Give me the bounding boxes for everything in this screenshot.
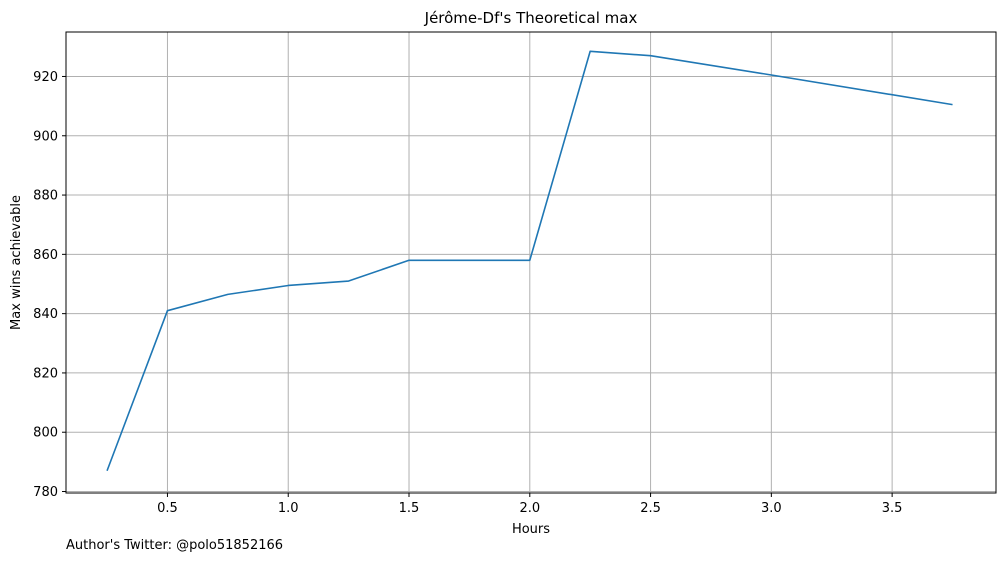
series-layer bbox=[106, 50, 953, 472]
grid-lines bbox=[66, 32, 996, 493]
plot-frame bbox=[65, 31, 997, 494]
y-tick-label: 800 bbox=[33, 426, 58, 441]
y-tick-label: 840 bbox=[33, 307, 58, 322]
x-tick-label: 1.5 bbox=[399, 501, 420, 516]
author-credit: Author's Twitter: @polo51852166 bbox=[66, 538, 284, 553]
x-axis-ticks: 0.5 1.0 1.5 2.0 2.5 3.0 3.5 bbox=[157, 493, 902, 516]
x-tick-label: 1.0 bbox=[278, 501, 299, 516]
x-tick-label: 3.0 bbox=[761, 501, 782, 516]
chart-title: Jérôme-Df's Theoretical max bbox=[424, 9, 638, 27]
y-axis-label: Max wins achievable bbox=[9, 195, 24, 330]
y-axis-ticks: 780 800 820 840 860 880 900 920 bbox=[33, 70, 66, 500]
y-tick-label: 880 bbox=[33, 189, 58, 204]
x-tick-label: 3.5 bbox=[882, 501, 903, 516]
y-tick-label: 780 bbox=[33, 485, 58, 500]
x-tick-label: 0.5 bbox=[157, 501, 178, 516]
x-tick-label: 2.0 bbox=[519, 501, 540, 516]
y-tick-label: 860 bbox=[33, 248, 58, 263]
y-tick-label: 920 bbox=[33, 70, 58, 85]
y-tick-label: 820 bbox=[33, 366, 58, 381]
x-axis-label: Hours bbox=[512, 522, 550, 537]
y-tick-label: 900 bbox=[33, 129, 58, 144]
x-tick-label: 2.5 bbox=[640, 501, 661, 516]
